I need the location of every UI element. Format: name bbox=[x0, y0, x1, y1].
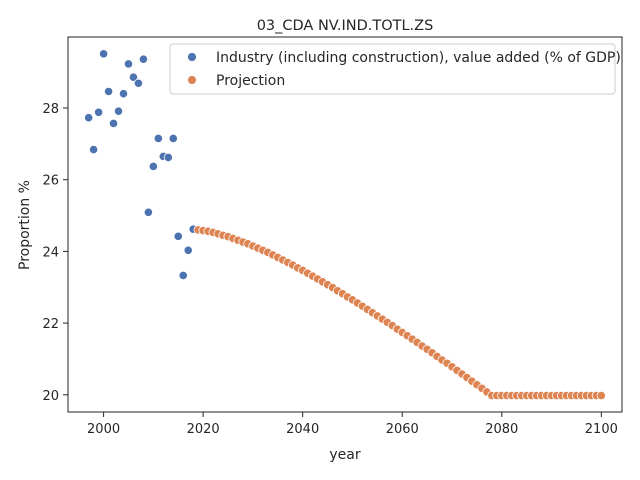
y-tick-label: 28 bbox=[42, 102, 59, 117]
plot-frame bbox=[67, 36, 623, 413]
industry-point bbox=[163, 152, 173, 163]
legend-frame bbox=[169, 43, 616, 95]
industry-point bbox=[183, 245, 193, 255]
industry-point bbox=[84, 113, 94, 123]
x-tick-label: 2000 bbox=[87, 422, 120, 437]
x-tick-label: 2080 bbox=[485, 422, 518, 437]
legend-label-projection: Projection bbox=[216, 73, 285, 89]
industry-point bbox=[98, 49, 109, 59]
industry-point bbox=[113, 106, 124, 116]
y-tick-label: 26 bbox=[42, 174, 59, 189]
x-axis-ticks: 2000 2020 2040 2060 2080 2100 bbox=[87, 412, 618, 437]
industry-point bbox=[118, 89, 129, 99]
y-axis-label: Proportion % bbox=[17, 180, 33, 270]
x-axis-label: year bbox=[329, 447, 360, 463]
x-tick-label: 2020 bbox=[187, 422, 220, 437]
x-tick-label: 2060 bbox=[386, 422, 419, 437]
industry-point bbox=[178, 270, 188, 281]
industry-point bbox=[168, 133, 178, 144]
industry-point bbox=[103, 86, 114, 97]
industry-point bbox=[108, 118, 119, 129]
y-axis-ticks: 20 22 24 26 28 bbox=[42, 102, 68, 404]
y-tick-label: 24 bbox=[42, 245, 59, 260]
projection-point bbox=[596, 390, 606, 401]
industry-point bbox=[123, 59, 134, 69]
industry-point bbox=[128, 72, 139, 82]
chart-title: 03_CDA NV.IND.TOTL.ZS bbox=[257, 18, 434, 34]
x-tick-label: 2040 bbox=[286, 422, 319, 437]
y-tick-label: 20 bbox=[42, 389, 59, 404]
industry-point bbox=[133, 78, 144, 88]
x-tick-label: 2100 bbox=[585, 422, 618, 437]
industry-point bbox=[94, 107, 104, 117]
y-tick-label: 22 bbox=[42, 317, 59, 332]
industry-point bbox=[143, 207, 153, 217]
industry-point bbox=[148, 161, 158, 172]
legend-label-industry: Industry (including construction), value… bbox=[216, 50, 621, 66]
industry-point bbox=[89, 144, 99, 155]
industry-point bbox=[138, 54, 149, 64]
data-points bbox=[84, 49, 606, 401]
legend-marker-industry bbox=[187, 52, 197, 62]
legend: Industry (including construction), value… bbox=[169, 43, 621, 95]
industry-point bbox=[153, 133, 163, 144]
legend-marker-projection bbox=[187, 75, 197, 85]
industry-point bbox=[173, 231, 183, 241]
